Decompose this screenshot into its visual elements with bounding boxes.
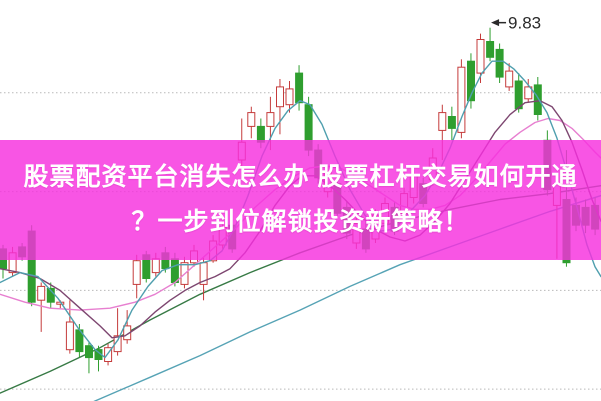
high-price-label: 9.83 bbox=[508, 14, 541, 33]
candle-body bbox=[476, 39, 485, 74]
candle-body bbox=[151, 258, 160, 274]
candle-body bbox=[495, 48, 504, 78]
candle-body bbox=[276, 86, 284, 108]
candle-body bbox=[457, 66, 466, 133]
candle-body bbox=[467, 60, 475, 102]
candle-body bbox=[113, 335, 122, 353]
high-label-arrow-head bbox=[491, 19, 500, 27]
candle-body bbox=[295, 72, 304, 104]
candle-body bbox=[170, 258, 179, 283]
banner-headline-line1: 股票配资平台消失怎么办 股票杠杆交易如何开通 bbox=[23, 163, 578, 191]
candle-body bbox=[524, 86, 533, 100]
candle-body bbox=[132, 260, 141, 285]
candle-body bbox=[65, 321, 74, 351]
candle-body bbox=[266, 112, 275, 127]
promo-banner: 股票配资平台消失怎么办 股票杠杆交易如何开通 ？一步到位解锁投资新策略！ bbox=[0, 140, 601, 260]
candle-body bbox=[533, 84, 542, 116]
candle-body bbox=[486, 41, 495, 58]
candle-body bbox=[505, 70, 514, 88]
banner-headline-line2: ？一步到位解锁投资新策略！ bbox=[131, 208, 470, 236]
candle-body bbox=[37, 285, 46, 301]
candle-body bbox=[247, 112, 256, 127]
candle-body bbox=[85, 345, 93, 359]
candle-body bbox=[285, 88, 294, 106]
candle-body bbox=[438, 112, 447, 131]
candle-body bbox=[447, 116, 456, 129]
candle-body bbox=[514, 80, 523, 110]
candle-body bbox=[104, 347, 113, 363]
